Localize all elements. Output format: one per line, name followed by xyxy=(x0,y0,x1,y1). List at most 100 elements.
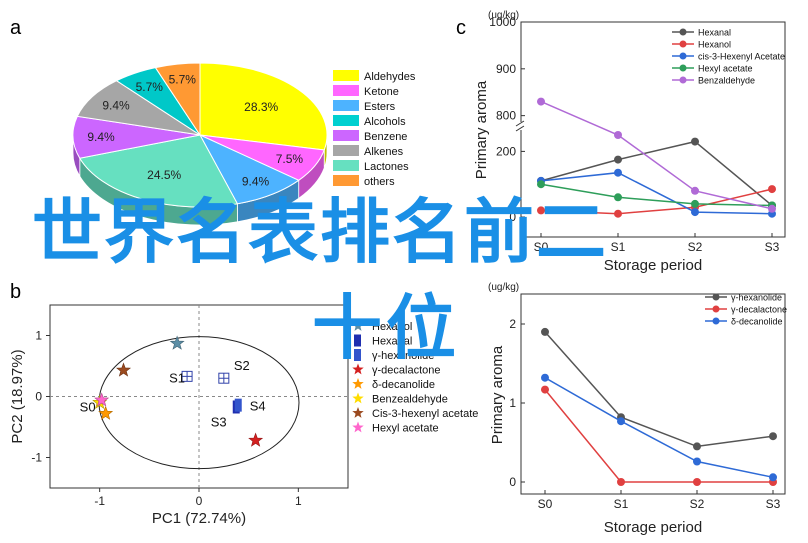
line-d-xtick-label: S2 xyxy=(690,497,705,511)
line-c-legend-label-Benzaldehyde: Benzaldehyde xyxy=(698,76,755,86)
line-d-series-γ-hexanolide xyxy=(544,331,774,448)
pca-sample-label-s4: S4 xyxy=(250,399,266,414)
pca-point-δ-decanolide xyxy=(98,405,114,420)
pie-slice-aldehydes xyxy=(199,62,328,151)
pca-legend-label-δ-decanolide: δ-decanolide xyxy=(372,379,435,391)
pca-biplot: -1 0 1 -1 0 1 PC1 (72.74%) PC2 (18.97%) S0 S1 S2 S3… xyxy=(9,304,478,527)
line-d-point-γ-hexanolide xyxy=(769,432,777,441)
line-c-legend-label-Hexanal: Hexanal xyxy=(698,28,731,38)
line-c-point-Hexyl acetate xyxy=(691,199,699,208)
line-c-legend-label-Hexyl acetate: Hexyl acetate xyxy=(698,64,753,74)
pca-point-γ-decalactone xyxy=(248,432,264,447)
line-c-point-Hexyl acetate xyxy=(537,180,545,189)
pie-legend-swatch-aldehydes xyxy=(333,70,359,81)
line-c-point-cis-3-Hexenyl Acetate xyxy=(691,208,699,217)
line-d-xtick-label: S1 xyxy=(614,497,629,511)
pie-legend-label-alkenes: Alkenes xyxy=(364,146,404,158)
line-c-series-Hexanal xyxy=(540,140,773,207)
pie-legend-swatch-esters xyxy=(333,100,359,111)
pca-legend-label-Cis-3-hexenyl acetate: Cis-3-hexenyl acetate xyxy=(372,408,478,420)
line-d-point-δ-decanolide xyxy=(769,473,777,482)
line-d-legend-marker-γ-hexanolide xyxy=(712,293,720,301)
pca-xtick-label: 1 xyxy=(295,494,302,508)
line-c-y-axis-label: Primary aroma xyxy=(473,80,490,179)
line-c-point-Hexanal xyxy=(614,155,622,164)
pca-legend-marker-Hexanol xyxy=(352,320,364,331)
pie-legend-label-benzene: Benzene xyxy=(364,131,407,143)
pie-label-others: 5.7% xyxy=(169,73,197,87)
pca-ytick-label: -1 xyxy=(31,451,42,465)
pca-legend-label-Benzealdehyde: Benzealdehyde xyxy=(372,394,448,406)
pie-legend-swatch-benzene xyxy=(333,130,359,141)
line-c-point-Hexyl acetate xyxy=(614,193,622,202)
line-c-ytick-label: 900 xyxy=(496,62,516,76)
pca-legend-marker-Benzealdehyde xyxy=(352,392,364,404)
pca-legend-label-γ-decalactone: γ-decalactone xyxy=(372,365,441,377)
line-d-point-γ-decalactone xyxy=(541,385,549,394)
pie-label-benzene: 9.4% xyxy=(87,130,115,144)
line-d-legend-label-γ-hexanolide: γ-hexanolide xyxy=(731,293,782,303)
line-d-series-γ-decalactone xyxy=(544,389,773,483)
line-c-point-Hexanol xyxy=(768,185,776,194)
line-c-point-Hexanal xyxy=(691,137,699,146)
pca-sample-cross-s1 xyxy=(182,371,193,382)
pca-legend-marker-Cis-3-hexenyl acetate xyxy=(352,407,364,418)
pie-slice-others xyxy=(154,62,201,137)
line-c-ytick-label: 800 xyxy=(496,109,516,123)
line-d-point-γ-hexanolide xyxy=(693,442,701,451)
line-c-xtick-label: S2 xyxy=(688,240,703,254)
pca-y-axis-label: PC2 (18.97%) xyxy=(9,349,26,443)
line-d-ytick-label: 2 xyxy=(509,317,516,331)
line-c-point-Hexanol xyxy=(537,206,545,215)
line-d-frame xyxy=(520,293,786,495)
pca-legend-label-Hexanol: Hexanol xyxy=(372,321,412,333)
pie-legend-swatch-others xyxy=(333,175,359,186)
pie-legend-swatch-ketone xyxy=(333,85,359,96)
line-c-ytick-label: 200 xyxy=(496,144,516,158)
line-c-xtick-label: S3 xyxy=(765,240,780,254)
panel-letter-c: c xyxy=(456,17,466,39)
pie-legend-swatch-alcohols xyxy=(333,115,359,126)
line-c-legend-marker-Hexanal xyxy=(679,28,687,36)
pie-legend-swatch-lactones xyxy=(333,160,359,171)
line-c-legend-marker-Benzaldehyde xyxy=(679,76,687,84)
line-c-unit: (ug/kg) xyxy=(488,10,519,21)
pca-legend-marker-Hexyl acetate xyxy=(352,421,364,433)
line-d-x-axis-label: Storage period xyxy=(604,519,702,536)
line-c-point-Benzaldehyde xyxy=(768,204,776,213)
pca-sample-cross-s2 xyxy=(218,373,229,384)
pca-legend-label-Hexanal: Hexanal xyxy=(372,336,412,348)
pie-chart: 28.3% 7.5% 9.4% 24.5% 9.4% 9.4% 5.7% 5.7% xyxy=(72,62,328,226)
line-d-point-γ-decalactone xyxy=(693,478,701,486)
pie-label-esters: 9.4% xyxy=(242,175,270,189)
pca-legend-marker-γ-hexanolide xyxy=(354,349,361,361)
line-c-series-Hexanol xyxy=(540,188,773,215)
line-d-point-δ-decanolide xyxy=(541,373,549,382)
line-d-series-δ-decanolide xyxy=(544,377,774,479)
pca-point-Hexanol xyxy=(169,335,185,350)
pie-legend-label-alcohols: Alcohols xyxy=(364,116,406,128)
pca-ytick-label: 0 xyxy=(35,390,42,404)
pie-legend-label-ketone: Ketone xyxy=(364,86,399,98)
pie-legend-label-lactones: Lactones xyxy=(364,161,409,173)
pca-x-axis-label: PC1 (72.74%) xyxy=(152,510,246,527)
line-c-xtick-label: S1 xyxy=(611,240,626,254)
panel-letter-a: a xyxy=(10,17,22,39)
line-c-point-Benzaldehyde xyxy=(691,186,699,195)
line-c-ytick-label: 1000 xyxy=(489,15,516,29)
pca-sample-label-s0: S0 xyxy=(80,399,96,414)
line-d-ytick-label: 1 xyxy=(509,396,516,410)
pie-legend-label-esters: Esters xyxy=(364,101,396,113)
line-d-point-γ-hexanolide xyxy=(541,327,549,336)
line-c-legend-marker-cis-3-Hexenyl Acetate xyxy=(679,52,687,60)
line-chart-primary-aroma: (ug/kg) 0 200 800 900 1000 S0 S1 S2 S3 Storage per… xyxy=(473,10,786,274)
panel-letter-b: b xyxy=(10,281,21,303)
line-c-point-Hexanol xyxy=(614,209,622,218)
line-d-point-δ-decanolide xyxy=(693,457,701,466)
pca-sample-label-s1: S1 xyxy=(169,370,185,385)
pca-xtick-label: 0 xyxy=(196,494,203,508)
line-d-y-axis-label: Primary aroma xyxy=(489,345,506,444)
line-d-legend-marker-γ-decalactone xyxy=(712,305,720,313)
line-d-legend-label-γ-decalactone: γ-decalactone xyxy=(731,305,787,315)
